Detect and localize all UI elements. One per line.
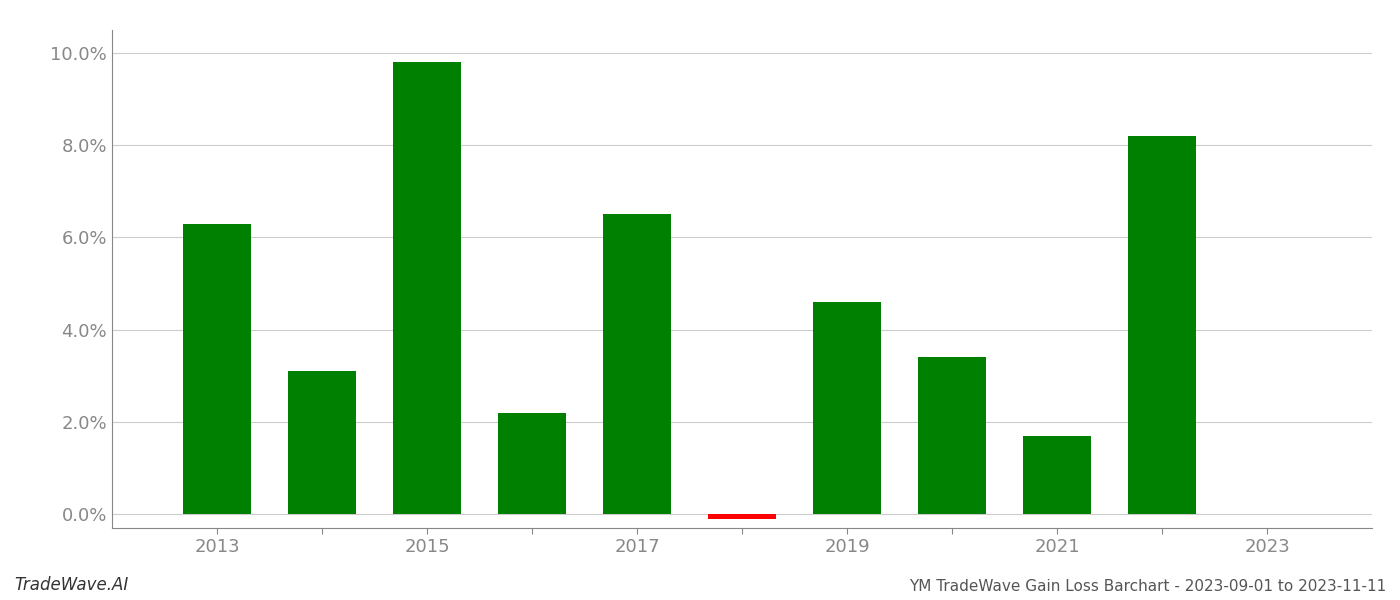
Bar bbox=[918, 358, 986, 514]
Bar bbox=[813, 302, 881, 514]
Bar bbox=[603, 214, 671, 514]
Bar bbox=[498, 413, 566, 514]
Bar bbox=[288, 371, 356, 514]
Text: TradeWave.AI: TradeWave.AI bbox=[14, 576, 129, 594]
Bar bbox=[393, 62, 461, 514]
Bar bbox=[1023, 436, 1091, 514]
Bar bbox=[1128, 136, 1196, 514]
Bar bbox=[708, 514, 776, 519]
Text: YM TradeWave Gain Loss Barchart - 2023-09-01 to 2023-11-11: YM TradeWave Gain Loss Barchart - 2023-0… bbox=[909, 579, 1386, 594]
Bar bbox=[183, 224, 251, 514]
